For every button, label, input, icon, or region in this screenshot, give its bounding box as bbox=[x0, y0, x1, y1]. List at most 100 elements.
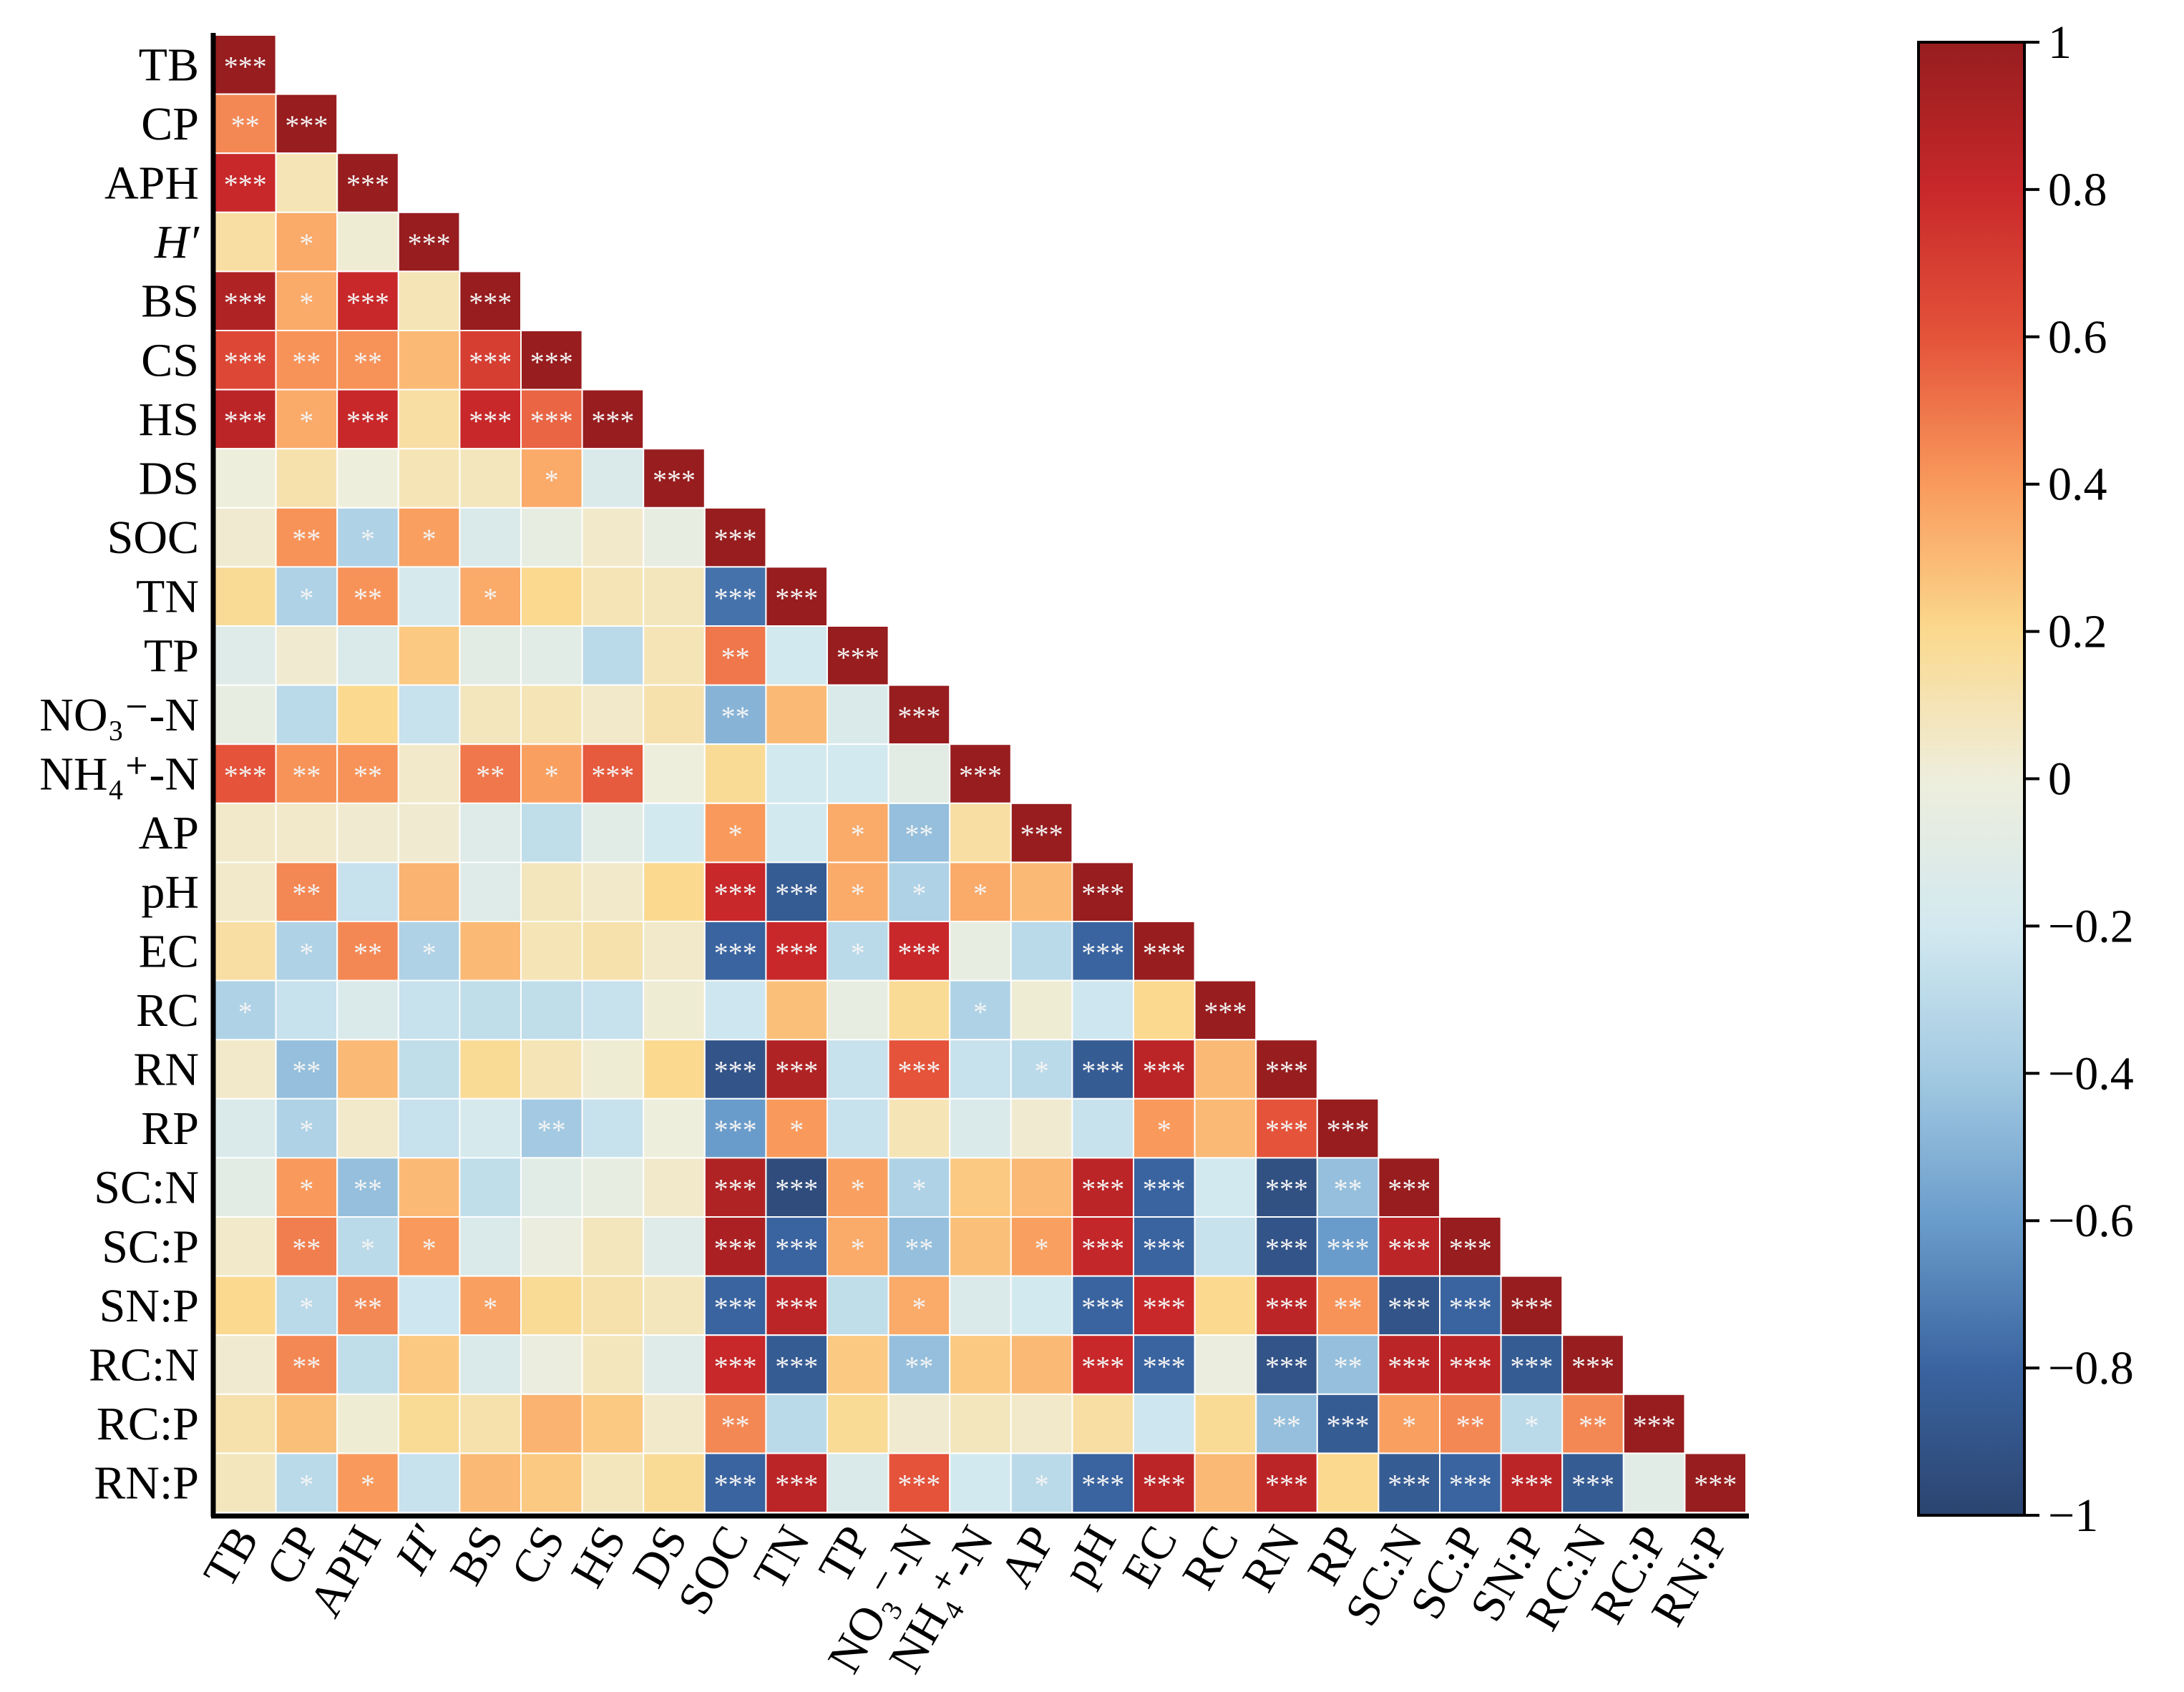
heatmap-cell bbox=[827, 1097, 889, 1159]
heatmap-cell bbox=[459, 1157, 522, 1218]
y-tick-label: RC bbox=[136, 984, 199, 1037]
heatmap-cell bbox=[765, 625, 829, 686]
significance-label: *** bbox=[224, 760, 267, 792]
heatmap-cell bbox=[459, 1275, 522, 1336]
significance-label: *** bbox=[897, 1469, 940, 1501]
heatmap-cell bbox=[336, 1452, 399, 1514]
heatmap-cell bbox=[949, 1275, 1012, 1336]
significance-label: *** bbox=[775, 1291, 818, 1324]
heatmap-cell bbox=[397, 743, 461, 804]
significance-label: *** bbox=[653, 464, 696, 497]
heatmap-cell bbox=[1133, 1275, 1196, 1336]
heatmap-cell bbox=[336, 861, 399, 923]
heatmap-cell bbox=[581, 1452, 645, 1514]
significance-label: ** bbox=[292, 346, 321, 378]
significance-label: *** bbox=[714, 1232, 757, 1264]
colorbar-tick-label: −0.4 bbox=[2048, 1047, 2134, 1100]
heatmap-cell bbox=[581, 1039, 645, 1100]
significance-label: *** bbox=[1449, 1351, 1492, 1383]
heatmap-cell bbox=[275, 152, 338, 213]
colorbar-tick-label: −0.6 bbox=[2048, 1195, 2134, 1247]
heatmap-cell bbox=[827, 861, 889, 923]
heatmap-cell bbox=[397, 448, 461, 509]
significance-label: *** bbox=[897, 700, 940, 733]
significance-label: * bbox=[973, 996, 988, 1028]
significance-label: *** bbox=[469, 287, 512, 319]
heatmap-cell bbox=[214, 861, 277, 923]
heatmap-cell bbox=[336, 625, 399, 686]
significance-label: * bbox=[299, 405, 313, 437]
heatmap-cell bbox=[275, 1393, 338, 1454]
heatmap-cell bbox=[459, 507, 522, 568]
significance-label: *** bbox=[775, 582, 818, 615]
heatmap-cell bbox=[643, 684, 706, 745]
colorbar-tick-label: −0.2 bbox=[2048, 900, 2134, 952]
significance-label: *** bbox=[1081, 937, 1124, 969]
heatmap-cell bbox=[1378, 1216, 1441, 1277]
heatmap-cell bbox=[214, 802, 277, 864]
significance-label: ** bbox=[721, 700, 750, 733]
heatmap-cell bbox=[581, 566, 645, 627]
significance-label: *** bbox=[1571, 1469, 1614, 1501]
heatmap-cell bbox=[397, 1275, 461, 1336]
significance-label: ** bbox=[905, 1232, 933, 1264]
heatmap-cell bbox=[1684, 1452, 1747, 1514]
significance-label: *** bbox=[1143, 1055, 1186, 1087]
significance-label: *** bbox=[1327, 1232, 1370, 1264]
heatmap-cell bbox=[275, 1039, 338, 1100]
significance-label: *** bbox=[837, 641, 879, 673]
heatmap-cell bbox=[1071, 861, 1135, 923]
heatmap-cell bbox=[459, 1216, 522, 1277]
significance-label: *** bbox=[1265, 1055, 1308, 1087]
colorbar-tick-label: −0.8 bbox=[2048, 1342, 2134, 1394]
heatmap-cell bbox=[459, 625, 522, 686]
significance-label: *** bbox=[469, 405, 512, 437]
y-tick-label: CS bbox=[141, 334, 199, 386]
heatmap-cell bbox=[1194, 1157, 1257, 1218]
heatmap-cell bbox=[643, 921, 706, 982]
heatmap-cell bbox=[581, 1097, 645, 1159]
heatmap-cell bbox=[643, 1452, 706, 1514]
heatmap-cell bbox=[520, 1452, 583, 1514]
heatmap-cell bbox=[1378, 1275, 1441, 1336]
significance-label: ** bbox=[292, 1351, 321, 1383]
significance-label: *** bbox=[1265, 1291, 1308, 1324]
heatmap-cell bbox=[214, 684, 277, 745]
significance-label: *** bbox=[408, 228, 451, 260]
heatmap-cell bbox=[397, 1039, 461, 1100]
x-tick-label: TB bbox=[193, 1517, 268, 1596]
heatmap-cell bbox=[703, 684, 767, 745]
heatmap-cell bbox=[643, 1039, 706, 1100]
significance-label: * bbox=[1402, 1409, 1416, 1442]
heatmap-cell bbox=[397, 802, 461, 864]
significance-label: *** bbox=[1081, 1351, 1124, 1383]
heatmap-cell bbox=[397, 861, 461, 923]
heatmap-cell bbox=[1194, 1216, 1257, 1277]
heatmap-cell bbox=[827, 743, 889, 804]
heatmap-cell bbox=[459, 743, 522, 804]
significance-label: ** bbox=[537, 1114, 566, 1146]
heatmap-cell bbox=[703, 1393, 767, 1454]
x-tick-label: RN bbox=[1232, 1517, 1310, 1600]
significance-label: *** bbox=[714, 582, 757, 615]
heatmap-cell bbox=[275, 1452, 338, 1514]
heatmap-cell bbox=[336, 1334, 399, 1395]
heatmap-cell bbox=[949, 1393, 1012, 1454]
heatmap-cell bbox=[459, 1334, 522, 1395]
colorbar-tick-label: 0.2 bbox=[2048, 606, 2107, 658]
heatmap-cell bbox=[1194, 1275, 1257, 1336]
significance-label: * bbox=[1035, 1055, 1049, 1087]
heatmap-cell bbox=[703, 625, 767, 686]
heatmap-cell bbox=[520, 330, 583, 391]
heatmap-cell bbox=[459, 861, 522, 923]
heatmap-cell bbox=[1071, 979, 1135, 1041]
heatmap-cell bbox=[459, 921, 522, 982]
significance-label: *** bbox=[1694, 1469, 1737, 1501]
heatmap-cell bbox=[765, 743, 829, 804]
y-tick-label: TB bbox=[139, 39, 199, 91]
heatmap-cell bbox=[643, 979, 706, 1041]
heatmap-cell bbox=[1255, 1157, 1318, 1218]
heatmap-cell bbox=[765, 1334, 829, 1395]
colorbar-tick-label: 1 bbox=[2048, 16, 2072, 69]
heatmap-cell bbox=[827, 625, 889, 686]
